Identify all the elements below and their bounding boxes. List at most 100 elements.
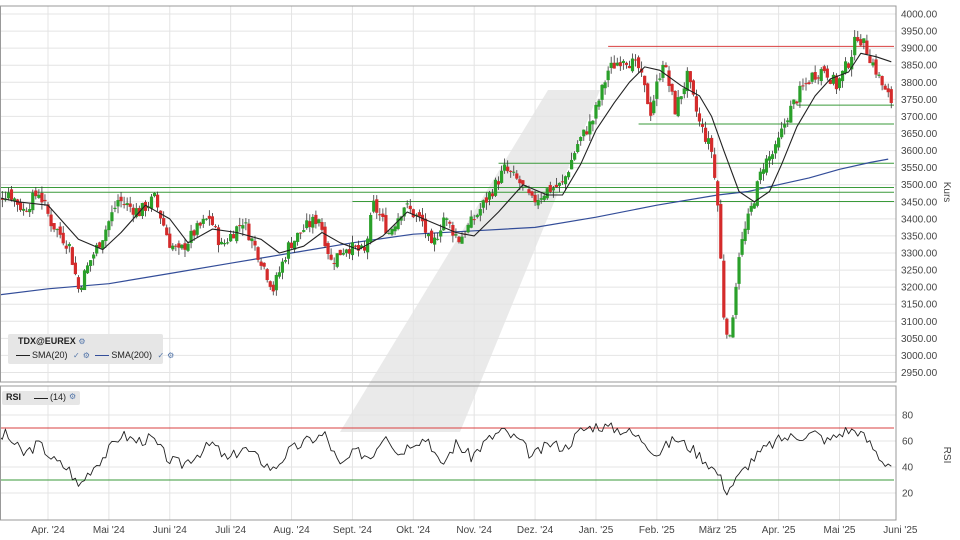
candle-body: [646, 83, 650, 105]
candle-body: [871, 62, 875, 66]
candle-body: [89, 260, 93, 266]
candle-body: [259, 261, 263, 266]
watermark-logo: [340, 90, 600, 432]
candle-body: [551, 188, 555, 191]
candle-body: [207, 215, 211, 219]
candle-body: [877, 74, 881, 76]
rsi-tick-label: 60: [902, 437, 914, 448]
candle-body: [19, 202, 23, 211]
candle-body: [292, 240, 297, 250]
candle-body: [363, 246, 367, 251]
rsi-panel-border: [0, 385, 897, 521]
rsi-tick-label: 20: [902, 489, 914, 500]
candle-body: [539, 198, 543, 200]
candle-body: [22, 208, 26, 211]
candle-body: [752, 203, 756, 209]
candle-body: [168, 233, 172, 248]
date-tick-label: Sept. '24: [333, 525, 373, 536]
price-tick-label: 3600.00: [901, 146, 938, 157]
candle-body: [621, 60, 625, 64]
rsi-tick-label: 40: [902, 463, 914, 474]
candle-body: [767, 156, 772, 161]
candle-body: [457, 236, 461, 243]
candle-body: [496, 181, 501, 185]
candle-body: [271, 284, 275, 292]
candle-body: [433, 237, 437, 245]
candle-body: [326, 243, 330, 254]
candle-body: [113, 207, 117, 210]
price-tick-label: 3550.00: [901, 163, 938, 174]
candle-body: [700, 124, 705, 127]
candle-body: [585, 131, 589, 135]
candle-body: [722, 260, 726, 318]
candle-body: [786, 120, 790, 123]
rsi-axis-ticks: 80 60 40 20: [902, 411, 914, 500]
candle-body: [451, 225, 455, 236]
watermark-slash: [340, 90, 600, 432]
candle-body: [566, 172, 571, 178]
candle-body: [70, 247, 74, 265]
candle-body: [883, 85, 887, 90]
candle-body: [177, 243, 181, 248]
legend-series-row: SMA(20) ✓ ⚙ SMA(200) ✓ ⚙: [16, 350, 177, 360]
candle-body: [128, 203, 132, 207]
candle-body: [716, 181, 720, 206]
candle-body: [487, 192, 492, 200]
date-tick-label: Mai '24: [93, 525, 125, 536]
candle-body: [676, 97, 680, 117]
candle-body: [28, 208, 32, 213]
sma20-check-icon[interactable]: ✓: [73, 351, 80, 360]
candle-body: [591, 120, 595, 125]
candle-body: [402, 207, 406, 217]
candle-body: [810, 72, 814, 82]
candle-body: [219, 241, 224, 245]
candle-body: [777, 137, 781, 148]
candle-body: [889, 89, 893, 103]
candle-body: [612, 62, 616, 69]
candle-body: [758, 171, 762, 181]
price-axis-label: Kurs: [941, 182, 952, 203]
candle-body: [329, 254, 333, 260]
candle-body: [216, 227, 221, 246]
candle-body: [649, 102, 653, 116]
candle-body: [332, 263, 336, 265]
settings-icon[interactable]: ⚙: [78, 337, 86, 346]
candle-body: [670, 83, 674, 92]
sma20-settings-icon[interactable]: ⚙: [82, 351, 90, 360]
candle-body: [436, 238, 440, 240]
candle-body: [856, 37, 860, 41]
candle-body: [31, 192, 35, 211]
candle-body: [706, 138, 711, 144]
candle-body: [627, 66, 632, 69]
candle-body: [633, 59, 638, 61]
candle-body: [265, 269, 269, 281]
candle-body: [356, 245, 361, 251]
candle-body: [95, 244, 99, 254]
candle-body: [229, 234, 233, 242]
candle-body: [125, 203, 129, 206]
candle-body: [667, 70, 671, 86]
candle-body: [764, 158, 769, 173]
legend-panel: TDX@EUREX ⚙ SMA(20) ✓ ⚙ SMA(200) ✓ ⚙: [8, 334, 174, 364]
candle-body: [12, 198, 17, 201]
rsi-swatch: [34, 398, 48, 399]
candle-body: [728, 335, 732, 337]
date-axis-ticks: Apr. '24 Mai '24 Juni '24 Juli '24 Aug. '24 S…: [31, 525, 918, 536]
sma200-check-icon[interactable]: ✓: [157, 351, 165, 360]
candle-body: [703, 127, 708, 142]
candle-body: [530, 191, 534, 196]
candle-body: [268, 281, 272, 287]
candle-body: [819, 69, 823, 82]
price-tick-label: 3250.00: [901, 266, 938, 277]
date-tick-label: Juni '25: [883, 525, 918, 536]
rsi-settings-icon[interactable]: ⚙: [69, 392, 77, 401]
candle-body: [387, 232, 391, 234]
candle-body: [853, 36, 857, 56]
price-tick-label: 3350.00: [901, 231, 938, 242]
candle-body: [52, 223, 56, 230]
candle-body: [503, 164, 507, 171]
candle-body: [189, 230, 193, 243]
date-tick-label: Mai '25: [824, 525, 856, 536]
candle-body: [685, 70, 689, 92]
sma200-settings-icon[interactable]: ⚙: [167, 351, 175, 360]
